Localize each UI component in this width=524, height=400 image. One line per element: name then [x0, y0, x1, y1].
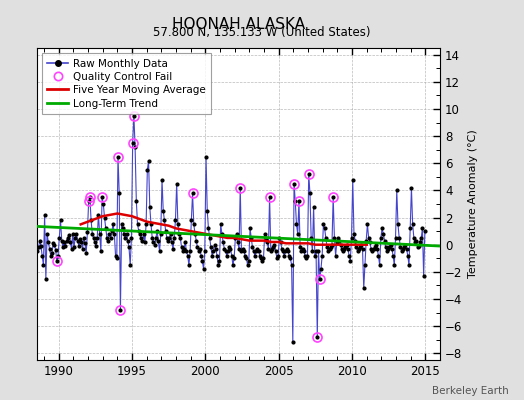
Text: 57.800 N, 135.133 W (United States): 57.800 N, 135.133 W (United States) [153, 26, 371, 39]
Text: Berkeley Earth: Berkeley Earth [432, 386, 508, 396]
Y-axis label: Temperature Anomaly (°C): Temperature Anomaly (°C) [468, 130, 478, 278]
Legend: Raw Monthly Data, Quality Control Fail, Five Year Moving Average, Long-Term Tren: Raw Monthly Data, Quality Control Fail, … [42, 53, 211, 114]
Title: HOONAH ALASKA: HOONAH ALASKA [172, 16, 305, 32]
